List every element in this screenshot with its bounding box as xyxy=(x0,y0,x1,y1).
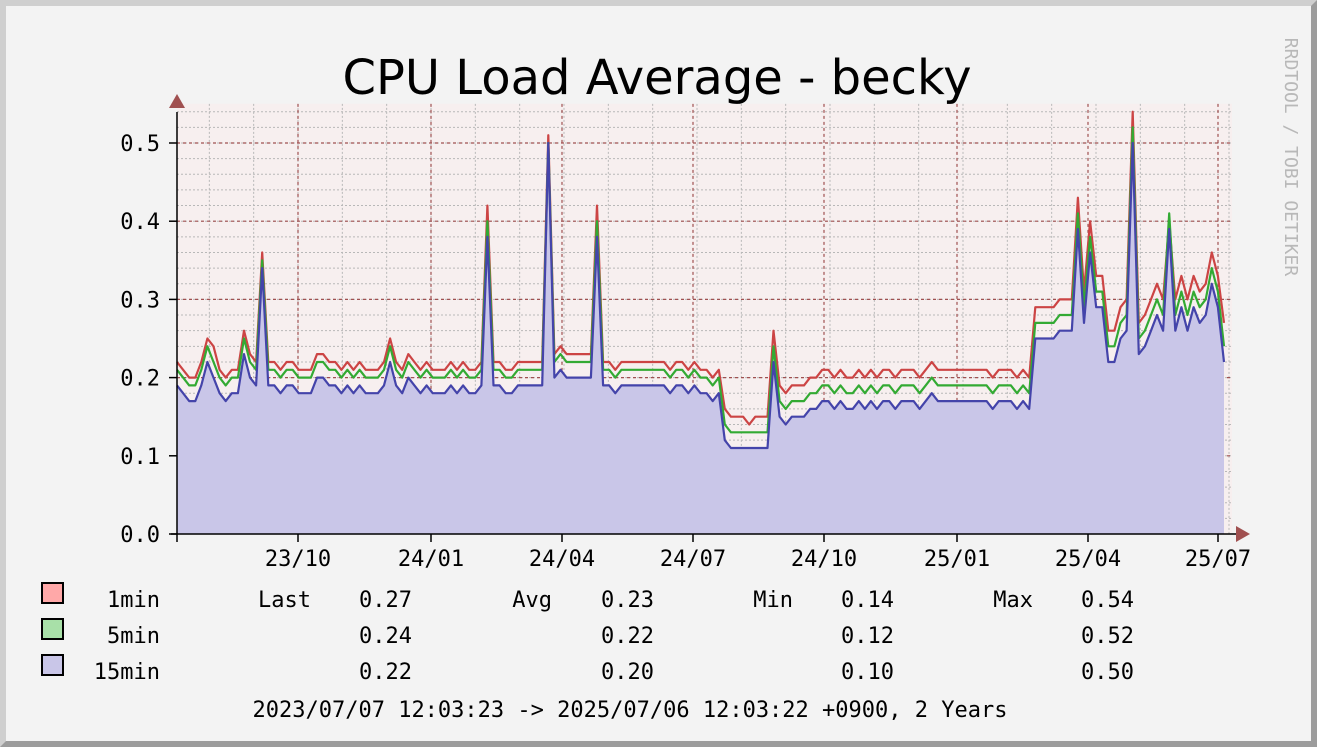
legend-min-label: Min xyxy=(753,588,793,613)
x-tick-label: 24/04 xyxy=(529,547,595,572)
x-tick-label: 24/10 xyxy=(791,547,857,572)
legend-label-1min: 1min xyxy=(107,588,160,613)
y-tick-label: 0.4 xyxy=(120,210,160,235)
series-15min-area xyxy=(177,143,1224,534)
legend-avg-label: Avg xyxy=(512,588,552,613)
x-tick-label: 24/01 xyxy=(398,547,464,572)
y-axis-arrow xyxy=(169,94,185,108)
legend-max-label: Max xyxy=(993,588,1033,613)
legend-last-label: Last xyxy=(258,588,311,613)
legend-swatch-1min xyxy=(41,582,64,604)
legend-max: 0.52 xyxy=(1081,624,1134,649)
legend-avg: 0.20 xyxy=(601,660,654,685)
series-line-5min xyxy=(176,126,1226,434)
y-tick-label: 0.5 xyxy=(120,132,160,157)
legend-min: 0.14 xyxy=(841,588,894,613)
legend-label-15min: 15min xyxy=(94,660,160,685)
legend-max: 0.54 xyxy=(1081,588,1134,613)
legend: 1min Last 0.27 Avg 0.23 Min 0.14 Max 0.54 5min 0.2… xyxy=(41,582,1134,685)
series-lines xyxy=(176,110,1226,450)
x-tick-label: 23/10 xyxy=(265,547,331,572)
chart-title: CPU Load Average - becky xyxy=(342,50,971,106)
y-tick-labels: 0.0 0.1 0.2 0.3 0.4 0.5 xyxy=(120,132,160,548)
legend-label-5min: 5min xyxy=(107,624,160,649)
rrdtool-watermark: RRDTOOL / TOBI OETIKER xyxy=(1280,38,1301,277)
series-line-15min xyxy=(176,141,1226,450)
legend-avg: 0.22 xyxy=(601,624,654,649)
legend-avg: 0.23 xyxy=(601,588,654,613)
x-tick-label: 25/01 xyxy=(924,547,990,572)
legend-swatch-5min xyxy=(41,618,64,640)
y-tick-label: 0.1 xyxy=(120,445,160,470)
y-tick-label: 0.2 xyxy=(120,367,160,392)
x-tick-label: 25/07 xyxy=(1185,547,1251,572)
y-tick-label: 0.0 xyxy=(120,523,160,548)
x-tick-label: 24/07 xyxy=(660,547,726,572)
x-axis-arrow xyxy=(1236,526,1250,542)
time-range-label: 2023/07/07 12:03:23 -> 2025/07/06 12:03:… xyxy=(253,698,1008,723)
legend-last: 0.24 xyxy=(359,624,412,649)
legend-swatch-15min xyxy=(41,654,64,676)
x-tick-label: 25/04 xyxy=(1055,547,1121,572)
x-tick-labels: 23/10 24/01 24/04 24/07 24/10 25/01 25/04 25/07 xyxy=(265,547,1251,572)
legend-max: 0.50 xyxy=(1081,660,1134,685)
legend-last: 0.27 xyxy=(359,588,412,613)
y-tick-label: 0.3 xyxy=(120,288,160,313)
series-line-1min xyxy=(176,110,1226,426)
axes xyxy=(169,94,1250,542)
legend-last: 0.22 xyxy=(359,660,412,685)
legend-min: 0.10 xyxy=(841,660,894,685)
legend-min: 0.12 xyxy=(841,624,894,649)
